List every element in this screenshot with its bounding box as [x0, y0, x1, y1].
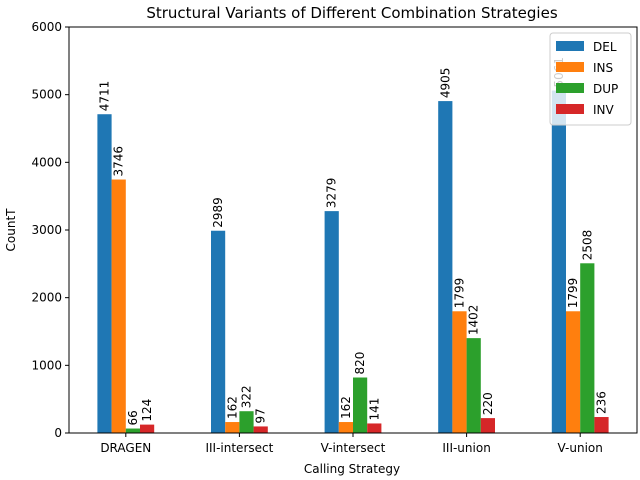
y-tick-label: 1000 [31, 358, 62, 372]
bar-dup-3 [353, 377, 368, 433]
bar-del-5 [551, 90, 566, 433]
bar-inv-4 [480, 418, 495, 433]
bar-inv-5 [594, 417, 609, 433]
x-tick-label: III-intersect [205, 441, 273, 455]
legend-entry-ins: INS [593, 61, 613, 75]
x-tick-label: DRAGEN [100, 441, 151, 455]
x-tick-label: III-union [442, 441, 490, 455]
legend-entry-del: DEL [593, 40, 617, 54]
bar-ins-3 [338, 422, 353, 433]
data-label: 141 [367, 398, 381, 421]
bar-dup-4 [466, 338, 481, 433]
data-label: 162 [339, 396, 353, 419]
x-axis-label: Calling Strategy [304, 462, 400, 476]
data-label: 4905 [438, 68, 452, 99]
data-label: 236 [595, 391, 609, 414]
y-tick-label: 4000 [31, 155, 62, 169]
data-label: 220 [481, 392, 495, 415]
legend: DEL INS DUP INV [549, 32, 632, 126]
data-label: 3746 [112, 146, 126, 177]
y-tick-label: 0 [54, 426, 62, 440]
bar-dup-1 [125, 428, 140, 433]
y-tick-label: 5000 [31, 88, 62, 102]
data-label: 820 [353, 352, 367, 375]
x-tick-label: V-union [558, 441, 603, 455]
data-label: 162 [225, 396, 239, 419]
y-axis-label: CountT [4, 208, 18, 252]
chart-title: Structural Variants of Different Combina… [146, 4, 557, 22]
bar-ins-4 [452, 311, 467, 433]
legend-box [549, 32, 632, 126]
data-label: 2989 [211, 197, 225, 228]
bar-inv-1 [140, 424, 155, 433]
legend-entry-dup: DUP [593, 82, 618, 96]
bar-dup-2 [239, 411, 254, 433]
bar-dup-5 [580, 263, 595, 433]
data-label: 322 [240, 385, 254, 408]
bar-del-4 [438, 101, 453, 433]
bar-ins-1 [111, 179, 126, 433]
x-tick-label: V-intersect [321, 441, 386, 455]
bar-ins-5 [566, 311, 581, 433]
bar-del-3 [324, 211, 339, 433]
legend-swatch-dup [556, 83, 584, 93]
y-tick-label: 2000 [31, 291, 62, 305]
data-label: 1799 [453, 278, 467, 309]
legend-swatch-ins [556, 62, 584, 72]
data-label: 1402 [467, 305, 481, 336]
bar-ins-2 [225, 422, 240, 433]
data-label: 124 [140, 399, 154, 422]
y-tick-label: 3000 [31, 223, 62, 237]
data-label: 2508 [580, 230, 594, 261]
data-label: 97 [254, 408, 268, 423]
bar-inv-3 [367, 423, 382, 433]
legend-entry-inv: INV [593, 103, 615, 117]
data-label: 66 [126, 410, 140, 425]
bar-del-2 [211, 230, 226, 433]
data-label: 4711 [98, 81, 112, 112]
data-label: 3279 [325, 178, 339, 209]
bar-del-1 [97, 114, 112, 433]
y-tick-label: 6000 [31, 20, 62, 34]
data-label: 1799 [566, 278, 580, 309]
legend-swatch-inv [556, 104, 584, 114]
legend-swatch-del [556, 41, 584, 51]
bar-inv-2 [253, 426, 268, 433]
